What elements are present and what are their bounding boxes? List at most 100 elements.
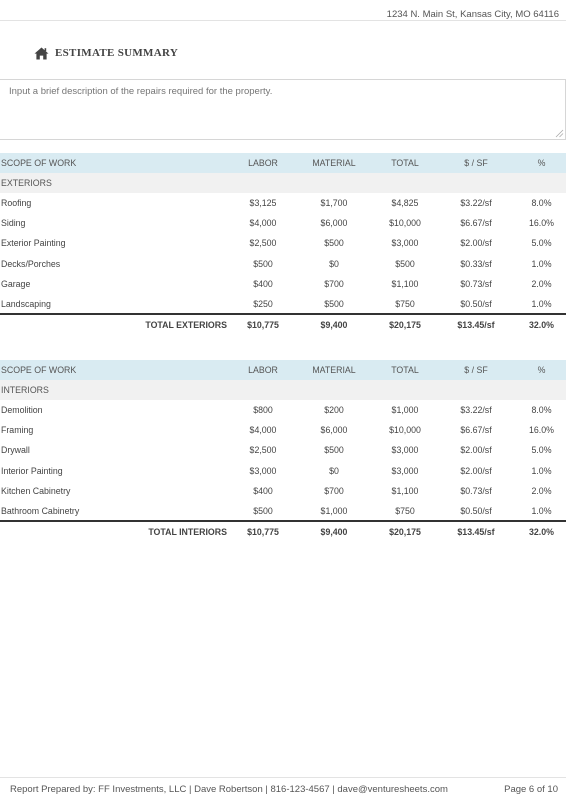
- cell-material: $6,000: [320, 425, 348, 436]
- table-row: Landscaping $250 $500 $750 $0.50/sf 1.0%: [0, 294, 566, 314]
- cell-scope: Roofing: [1, 198, 32, 209]
- cell-material: $1,700: [320, 198, 348, 209]
- cell-labor: $3,125: [249, 198, 277, 209]
- resize-grip-icon[interactable]: [555, 129, 564, 138]
- cell-per-sf: $3.22/sf: [460, 198, 492, 209]
- cell-percent: 1.0%: [531, 258, 552, 269]
- cell-labor: $2,500: [249, 238, 277, 249]
- total-percent: 32.0%: [517, 313, 566, 335]
- cell-scope: Garage: [1, 278, 31, 289]
- cell-per-sf: $0.50/sf: [460, 505, 492, 516]
- header-address: 1234 N. Main St, Kansas City, MO 64116: [0, 0, 566, 21]
- interiors-table: SCOPE OF WORK LABOR MATERIAL TOTAL $ / S…: [0, 360, 566, 542]
- cell-percent: 5.0%: [531, 238, 552, 249]
- cell-material: $500: [324, 238, 344, 249]
- cell-material: $6,000: [320, 218, 348, 229]
- total-label: TOTAL EXTERIORS: [0, 313, 233, 335]
- cell-scope: Interior Painting: [1, 465, 63, 476]
- table-row: Decks/Porches $500 $0 $500 $0.33/sf 1.0%: [0, 254, 566, 274]
- cell-scope: Landscaping: [1, 298, 51, 309]
- cell-material: $0: [329, 465, 339, 476]
- group-row-exteriors: EXTERIORS: [0, 173, 566, 193]
- cell-percent: 5.0%: [531, 445, 552, 456]
- group-label: INTERIORS: [0, 380, 566, 400]
- table-row: Framing $4,000 $6,000 $10,000 $6.67/sf 1…: [0, 420, 566, 440]
- cell-scope: Decks/Porches: [1, 258, 61, 269]
- cell-material: $700: [324, 485, 344, 496]
- cell-per-sf: $6.67/sf: [460, 218, 492, 229]
- cell-material: $1,000: [320, 505, 348, 516]
- cell-total: $3,000: [391, 465, 419, 476]
- table-row: Kitchen Cabinetry $400 $700 $1,100 $0.73…: [0, 481, 566, 501]
- header-per-sf: $ / SF: [435, 360, 517, 380]
- cell-percent: 1.0%: [531, 298, 552, 309]
- cell-scope: Siding: [1, 218, 26, 229]
- cell-scope: Drywall: [1, 445, 30, 456]
- cell-total: $10,000: [389, 218, 421, 229]
- total-per-sf: $13.45/sf: [435, 520, 517, 542]
- footer-prepared-by: Report Prepared by: FF Investments, LLC …: [10, 784, 448, 795]
- cell-labor: $250: [253, 298, 273, 309]
- total-row-exteriors: TOTAL EXTERIORS $10,775 $9,400 $20,175 $…: [0, 313, 566, 335]
- header-per-sf: $ / SF: [435, 153, 517, 173]
- cell-scope: Kitchen Cabinetry: [1, 485, 71, 496]
- cell-labor: $800: [253, 405, 273, 416]
- cell-scope: Framing: [1, 425, 34, 436]
- cell-total: $1,100: [391, 278, 419, 289]
- cell-percent: 8.0%: [531, 198, 552, 209]
- cell-per-sf: $0.33/sf: [460, 258, 492, 269]
- cell-percent: 8.0%: [531, 405, 552, 416]
- header-material: MATERIAL: [293, 360, 375, 380]
- table-header-row: SCOPE OF WORK LABOR MATERIAL TOTAL $ / S…: [0, 360, 566, 380]
- cell-scope: Exterior Painting: [1, 238, 66, 249]
- total-labor: $10,775: [233, 520, 293, 542]
- cell-scope: Bathroom Cabinetry: [1, 505, 80, 516]
- footer-page-number: Page 6 of 10: [504, 784, 558, 795]
- cell-material: $0: [329, 258, 339, 269]
- table-row: Siding $4,000 $6,000 $10,000 $6.67/sf 16…: [0, 213, 566, 233]
- exteriors-table: SCOPE OF WORK LABOR MATERIAL TOTAL $ / S…: [0, 153, 566, 335]
- cell-per-sf: $0.50/sf: [460, 298, 492, 309]
- header-labor: LABOR: [233, 153, 293, 173]
- header-scope: SCOPE OF WORK: [0, 153, 233, 173]
- table-row: Garage $400 $700 $1,100 $0.73/sf 2.0%: [0, 274, 566, 294]
- cell-total: $4,825: [391, 198, 419, 209]
- cell-percent: 16.0%: [529, 218, 554, 229]
- cell-scope: Demolition: [1, 405, 43, 416]
- header-material: MATERIAL: [293, 153, 375, 173]
- cell-material: $200: [324, 405, 344, 416]
- cell-per-sf: $0.73/sf: [460, 485, 492, 496]
- cell-labor: $4,000: [249, 218, 277, 229]
- cell-percent: 2.0%: [531, 485, 552, 496]
- table-row: Exterior Painting $2,500 $500 $3,000 $2.…: [0, 233, 566, 253]
- cell-total: $500: [395, 258, 415, 269]
- cell-labor: $400: [253, 278, 273, 289]
- total-per-sf: $13.45/sf: [435, 313, 517, 335]
- table-row: Roofing $3,125 $1,700 $4,825 $3.22/sf 8.…: [0, 193, 566, 213]
- cell-total: $10,000: [389, 425, 421, 436]
- cell-per-sf: $0.73/sf: [460, 278, 492, 289]
- total-percent: 32.0%: [517, 520, 566, 542]
- total-total: $20,175: [375, 313, 435, 335]
- header-percent: %: [517, 360, 566, 380]
- page-title: ESTIMATE SUMMARY: [55, 47, 179, 59]
- table-row: Bathroom Cabinetry $500 $1,000 $750 $0.5…: [0, 501, 566, 521]
- cell-total: $1,100: [391, 485, 419, 496]
- total-row-interiors: TOTAL INTERIORS $10,775 $9,400 $20,175 $…: [0, 520, 566, 542]
- cell-labor: $2,500: [249, 445, 277, 456]
- cell-labor: $500: [253, 258, 273, 269]
- description-input[interactable]: [0, 79, 566, 140]
- header-total: TOTAL: [375, 360, 435, 380]
- group-row-interiors: INTERIORS: [0, 380, 566, 400]
- cell-labor: $3,000: [249, 465, 277, 476]
- cell-per-sf: $2.00/sf: [460, 445, 492, 456]
- cell-total: $3,000: [391, 445, 419, 456]
- table-header-row: SCOPE OF WORK LABOR MATERIAL TOTAL $ / S…: [0, 153, 566, 173]
- cell-percent: 1.0%: [531, 465, 552, 476]
- cell-per-sf: $6.67/sf: [460, 425, 492, 436]
- header-scope: SCOPE OF WORK: [0, 360, 233, 380]
- cell-per-sf: $3.22/sf: [460, 405, 492, 416]
- total-labor: $10,775: [233, 313, 293, 335]
- table-row: Demolition $800 $200 $1,000 $3.22/sf 8.0…: [0, 400, 566, 420]
- cell-material: $500: [324, 298, 344, 309]
